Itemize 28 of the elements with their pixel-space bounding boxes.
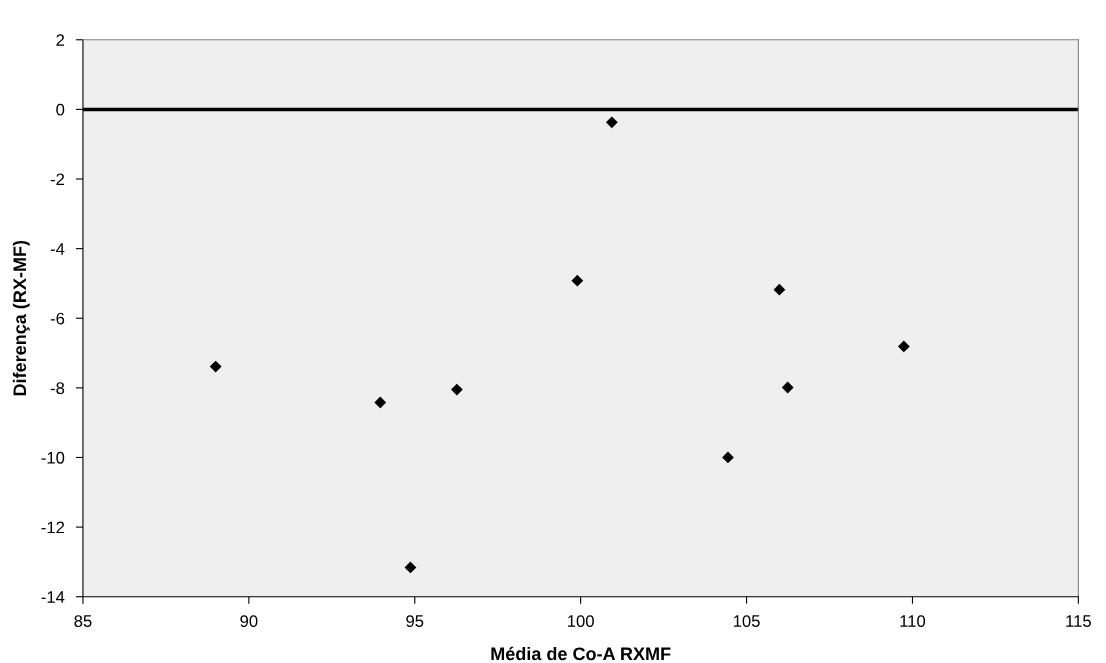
x-tick-label: 115: [1066, 615, 1091, 627]
y-tick-label: -2: [50, 173, 65, 186]
point: [374, 396, 386, 409]
y-tick-label: -6: [50, 312, 65, 325]
x-tick-label: 100: [568, 615, 594, 627]
y-tick-label: 0: [56, 103, 65, 116]
point: [571, 275, 583, 287]
y-tick-label: 2: [56, 34, 65, 46]
point: [782, 381, 794, 394]
point: [210, 361, 222, 373]
x-tick-label: 110: [900, 615, 926, 627]
point: [773, 284, 786, 296]
point: [606, 116, 618, 128]
point: [898, 340, 910, 353]
y-tick-label: -10: [41, 451, 65, 464]
y-tick-label: -14: [41, 591, 65, 603]
x-tick-label: 105: [733, 615, 760, 627]
y-axis-title: Diferença (RX-MF): [12, 240, 30, 396]
x-tick-label: 95: [406, 615, 424, 627]
y-tick-label: -8: [50, 382, 65, 395]
x-tick-label: 85: [74, 615, 92, 627]
point: [451, 383, 463, 396]
x-axis-title: Média de Co-A RXMF: [491, 646, 671, 661]
x-tick-label: 90: [240, 615, 258, 627]
y-tick-label: -12: [41, 521, 65, 534]
y-tick-label: -4: [50, 243, 65, 255]
point: [404, 561, 417, 574]
point: [722, 451, 734, 464]
